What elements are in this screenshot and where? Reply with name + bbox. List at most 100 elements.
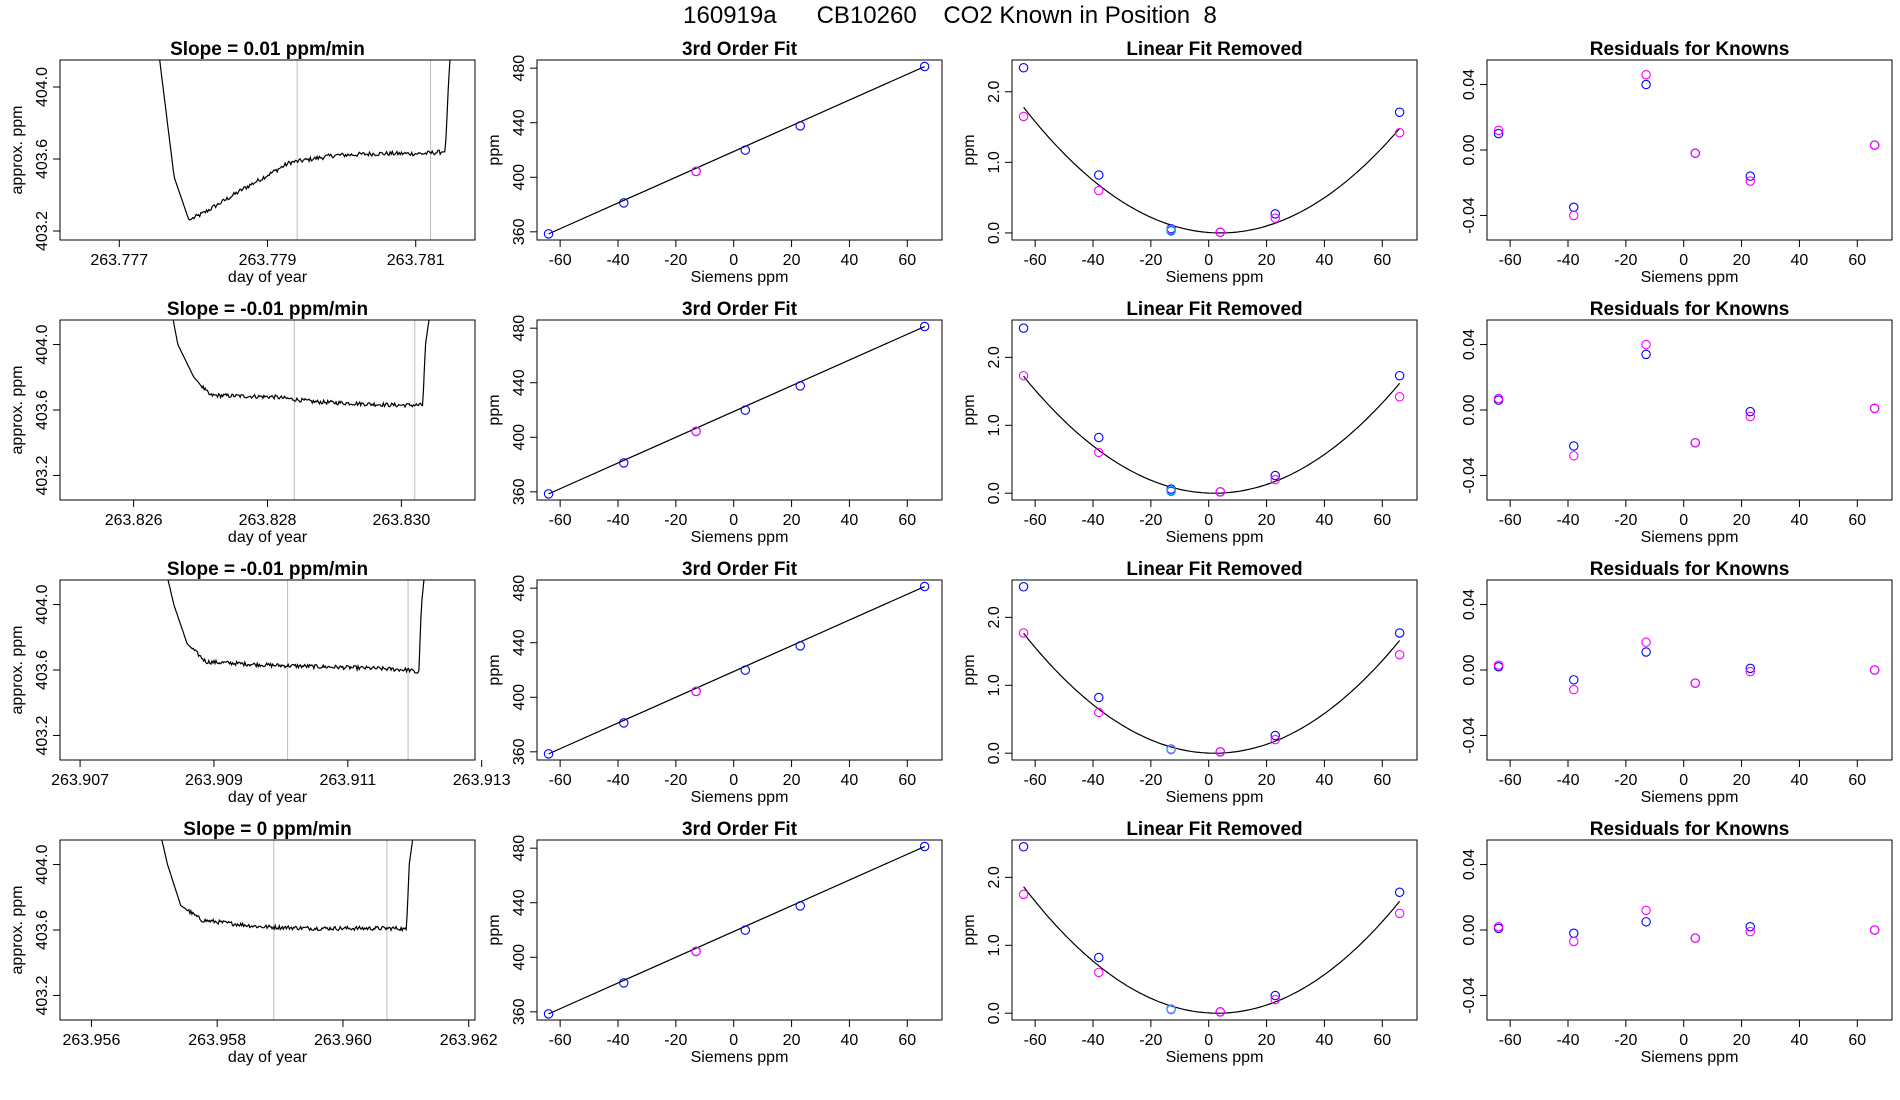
assigned-point (1690, 678, 1701, 688)
x-tick-label: 263.826 (105, 512, 163, 529)
plot-area (1018, 842, 1405, 1017)
measured-point (1018, 323, 1029, 333)
panel-0-1 (530, 59, 943, 247)
x-tick-label: 20 (1258, 772, 1276, 789)
assigned-point (1270, 734, 1281, 745)
measured-point (619, 978, 629, 988)
panel-frame (536, 319, 943, 501)
x-tick-label: -60 (1024, 252, 1047, 269)
x-tick-label: -60 (549, 1032, 572, 1049)
assigned-point (1745, 411, 1756, 422)
plot-area (167, 580, 425, 760)
x-tick-label: 60 (1848, 772, 1866, 789)
panel-2-0 (53, 579, 483, 767)
x-tick-label: 0 (729, 252, 738, 269)
x-tick-label: 60 (898, 252, 916, 269)
y-axis-label: approx. ppm (9, 626, 26, 715)
x-axis-label: Siemens ppm (1641, 789, 1739, 806)
assigned-point (1869, 665, 1880, 675)
measured-point (543, 229, 554, 239)
measured-point (919, 841, 930, 852)
measured-point (1394, 628, 1405, 638)
x-tick-label: -40 (1556, 772, 1579, 789)
y-tick-label: 404.0 (34, 844, 51, 884)
x-tick-label: 263.907 (51, 772, 109, 789)
x-tick-label: -40 (606, 512, 629, 529)
x-tick-label: -40 (1081, 1032, 1104, 1049)
y-tick-label: 1.0 (986, 151, 1003, 173)
assigned-point (1018, 370, 1029, 381)
x-tick-label: 60 (898, 772, 916, 789)
y-tick-label: 440 (511, 889, 528, 916)
y-axis-label: approx. ppm (9, 366, 26, 455)
panel-1-3 (1480, 319, 1893, 507)
x-tick-label: 0 (1679, 252, 1688, 269)
trace-line (159, 60, 451, 221)
x-tick-label: 40 (1316, 1032, 1334, 1049)
y-tick-label: 360 (511, 998, 528, 1025)
fit-line (548, 325, 925, 495)
assigned-point (1641, 69, 1651, 80)
x-tick-label: -20 (1139, 512, 1162, 529)
assigned-point (1569, 451, 1579, 461)
x-tick-label: 60 (898, 512, 916, 529)
measured-point (1394, 887, 1405, 898)
plot-area (543, 321, 930, 499)
x-tick-label: 20 (783, 1032, 801, 1049)
y-tick-label: 0.0 (986, 222, 1003, 244)
y-tick-label: 0.0 (986, 742, 1003, 764)
y-tick-label: 440 (511, 369, 528, 396)
x-axis-label: Siemens ppm (691, 1049, 789, 1066)
y-tick-label: 1.0 (986, 414, 1003, 436)
y-tick-label: 480 (511, 835, 528, 862)
y-axis-label: ppm (961, 914, 978, 945)
measured-point (1569, 675, 1579, 685)
plot-area (543, 841, 930, 1019)
measured-point (1394, 107, 1405, 117)
plot-area (543, 61, 930, 239)
measured-point (740, 405, 751, 415)
y-tick-label: 2.0 (986, 866, 1003, 888)
panel-3-2 (1005, 839, 1418, 1027)
y-tick-label: 0.04 (1461, 589, 1478, 620)
assigned-point (1270, 213, 1281, 223)
x-tick-label: 60 (1373, 772, 1391, 789)
x-tick-label: 0 (729, 512, 738, 529)
x-tick-label: -20 (1614, 772, 1637, 789)
x-tick-label: -60 (549, 252, 572, 269)
panel-frame (1011, 839, 1418, 1021)
plot-area (1018, 323, 1405, 497)
trace-line (167, 580, 425, 674)
measured-point (1745, 171, 1756, 181)
plot-area (1493, 69, 1880, 221)
measured-point (543, 1009, 554, 1019)
x-tick-label: -40 (1556, 1032, 1579, 1049)
panel-frame (1011, 319, 1418, 501)
x-tick-label: 20 (783, 252, 801, 269)
y-tick-label: -0.04 (1461, 457, 1478, 494)
x-tick-label: -60 (1499, 772, 1522, 789)
y-tick-label: 404.0 (34, 324, 51, 364)
y-axis-label: approx. ppm (9, 106, 26, 195)
x-tick-label: -20 (664, 772, 687, 789)
measured-point (1641, 349, 1651, 360)
assigned-point (1094, 447, 1104, 458)
panel-title: Residuals for Knowns (1590, 299, 1790, 320)
x-axis-label: day of year (228, 269, 308, 286)
x-tick-label: 263.909 (185, 772, 243, 789)
x-tick-label: 40 (1316, 772, 1334, 789)
x-tick-label: 40 (1791, 1032, 1809, 1049)
panel-0-2 (1005, 59, 1418, 247)
x-tick-label: 0 (729, 772, 738, 789)
x-tick-label: -60 (1024, 1032, 1047, 1049)
assigned-point (1869, 925, 1880, 935)
x-axis-label: day of year (228, 1049, 308, 1066)
x-tick-label: -20 (664, 252, 687, 269)
y-axis-label: ppm (486, 654, 503, 685)
panel-frame (59, 59, 476, 241)
y-tick-label: 0.04 (1461, 329, 1478, 360)
x-tick-label: -40 (1081, 512, 1104, 529)
x-tick-label: -20 (1614, 512, 1637, 529)
